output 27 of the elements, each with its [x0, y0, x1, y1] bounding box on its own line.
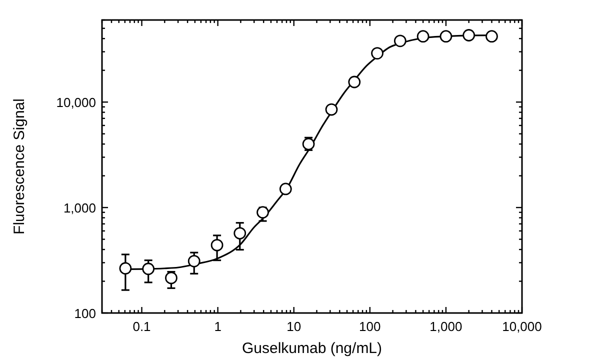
point — [279, 182, 292, 196]
x-tick-label: 10 — [286, 319, 302, 334]
point — [256, 206, 269, 219]
x-tick-label: 1 — [214, 319, 222, 334]
y-tick-label: 100 — [74, 306, 96, 321]
y-axis-title: Fluorescence Signal — [11, 98, 28, 234]
point — [165, 272, 178, 284]
x-tick-label: 1,000 — [430, 319, 462, 334]
point — [188, 254, 200, 268]
point — [462, 29, 476, 42]
point — [325, 103, 338, 116]
point — [234, 227, 246, 240]
point — [440, 30, 452, 43]
x-tick-label: 10,000 — [502, 319, 542, 334]
x-tick-label: 0.1 — [132, 319, 151, 334]
point — [416, 30, 430, 43]
point — [210, 238, 224, 252]
point — [394, 34, 406, 48]
point — [142, 262, 155, 276]
point — [371, 47, 384, 60]
point — [486, 30, 498, 43]
y-tick-label: 1,000 — [63, 200, 96, 216]
x-tick-label: 100 — [359, 319, 381, 334]
point — [119, 262, 132, 275]
point — [348, 76, 361, 88]
x-axis-title: Guselkumab (ng/mL) — [242, 340, 382, 357]
y-tick-label: 10,000 — [56, 95, 96, 110]
